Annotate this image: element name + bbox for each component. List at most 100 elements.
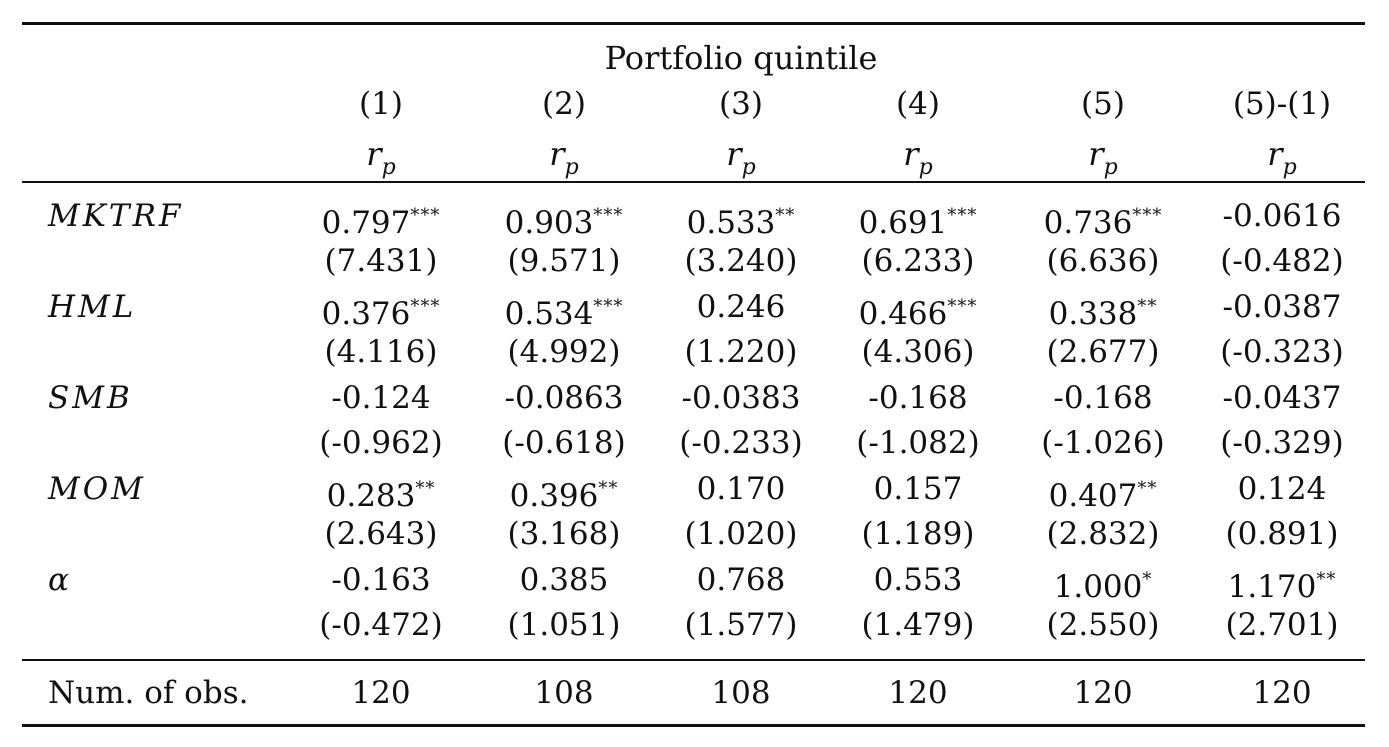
column-label: (4) — [896, 86, 940, 122]
coefficient-cell: 0.338** — [1049, 289, 1158, 332]
tstat-cell: (2.701) — [1225, 607, 1339, 643]
tstat-cell: (2.677) — [1046, 334, 1160, 370]
coefficient-value: 0.170 — [696, 471, 786, 507]
tstat-cell: (1.020) — [684, 516, 798, 552]
significance-stars: *** — [593, 205, 624, 226]
variable-symbol: r — [1267, 135, 1283, 173]
coefficient-value: -0.168 — [868, 380, 968, 416]
row-label: SMB — [48, 380, 133, 416]
tstat-cell: (-0.472) — [319, 607, 443, 643]
observation-count: 108 — [711, 675, 771, 711]
coefficient-cell: -0.0437 — [1223, 380, 1342, 416]
coefficient-cell: 0.283** — [327, 471, 436, 514]
column-label: (5) — [1081, 86, 1125, 122]
coefficient-value: 0.407 — [1048, 478, 1138, 514]
significance-stars: *** — [947, 205, 978, 226]
coefficient-value: -0.163 — [331, 562, 431, 598]
column-label: (1) — [359, 86, 403, 122]
row-label: α — [48, 562, 72, 598]
coefficient-cell: -0.168 — [868, 380, 967, 416]
bottom-rule — [22, 724, 1365, 727]
coefficient-cell: 0.246 — [697, 289, 786, 325]
variable-subscript: p — [1103, 155, 1118, 180]
tstat-cell: (1.051) — [507, 607, 621, 643]
column-variable: rp — [549, 136, 578, 186]
column-label: (2) — [542, 86, 586, 122]
coefficient-cell: -0.163 — [331, 562, 430, 598]
tstat-cell: (4.992) — [507, 334, 621, 370]
tstat-cell: (-1.082) — [856, 425, 980, 461]
coefficient-cell: 0.533** — [687, 198, 796, 241]
coefficient-value: 0.396 — [509, 478, 599, 514]
top-rule — [22, 22, 1365, 25]
coefficient-value: 0.903 — [504, 205, 594, 241]
coefficient-cell: -0.0863 — [505, 380, 624, 416]
coefficient-cell: -0.0387 — [1223, 289, 1342, 325]
coefficient-cell: 0.376*** — [322, 289, 441, 332]
tstat-cell: (-0.482) — [1220, 243, 1344, 279]
tstat-cell: (1.577) — [684, 607, 798, 643]
variable-subscript: p — [741, 155, 756, 180]
tstat-cell: (1.220) — [684, 334, 798, 370]
coefficient-cell: 0.124 — [1238, 471, 1327, 507]
variable-symbol: r — [549, 135, 565, 173]
coefficient-value: 1.170 — [1227, 569, 1317, 605]
tstat-cell: (1.479) — [861, 607, 975, 643]
tstat-cell: (6.233) — [861, 243, 975, 279]
significance-stars: *** — [410, 205, 441, 226]
header-rule — [22, 181, 1365, 183]
significance-stars: ** — [775, 205, 796, 226]
coefficient-cell: 0.534*** — [505, 289, 624, 332]
observation-count: 120 — [1252, 675, 1312, 711]
significance-stars: ** — [1316, 569, 1337, 590]
coefficient-value: 0.534 — [504, 296, 594, 332]
coefficient-cell: 0.736*** — [1044, 198, 1163, 241]
tstat-cell: (-0.618) — [502, 425, 626, 461]
coefficient-value: -0.0387 — [1222, 289, 1342, 325]
significance-stars: ** — [1137, 296, 1158, 317]
observation-count: 120 — [351, 675, 411, 711]
coefficient-cell: 0.396** — [510, 471, 619, 514]
significance-stars: ** — [415, 478, 436, 499]
significance-stars: *** — [1132, 205, 1163, 226]
coefficient-cell: 0.553 — [874, 562, 963, 598]
coefficient-cell: -0.168 — [1053, 380, 1152, 416]
tstat-cell: (-0.962) — [319, 425, 443, 461]
variable-subscript: p — [564, 155, 579, 180]
column-variable: rp — [1267, 136, 1296, 186]
tstat-cell: (7.431) — [324, 243, 438, 279]
column-variable: rp — [903, 136, 932, 186]
significance-stars: *** — [410, 296, 441, 317]
coefficient-cell: 0.797*** — [322, 198, 441, 241]
tstat-cell: (-0.323) — [1220, 334, 1344, 370]
coefficient-value: 0.283 — [326, 478, 416, 514]
variable-symbol: r — [1088, 135, 1104, 173]
coefficient-cell: -0.124 — [331, 380, 430, 416]
coefficient-cell: 0.903*** — [505, 198, 624, 241]
coefficient-value: 0.768 — [696, 562, 786, 598]
coefficient-value: -0.0383 — [681, 380, 801, 416]
tstat-cell: (-0.329) — [1220, 425, 1344, 461]
tstat-cell: (-0.233) — [679, 425, 803, 461]
tstat-cell: (2.550) — [1046, 607, 1160, 643]
variable-subscript: p — [381, 155, 396, 180]
variable-symbol: r — [903, 135, 919, 173]
coefficient-value: 0.736 — [1043, 205, 1133, 241]
footer-label: Num. of obs. — [48, 675, 249, 711]
significance-stars: ** — [1137, 478, 1158, 499]
tstat-cell: (3.168) — [507, 516, 621, 552]
coefficient-value: 0.797 — [321, 205, 411, 241]
tstat-cell: (6.636) — [1046, 243, 1160, 279]
tstat-cell: (4.306) — [861, 334, 975, 370]
tstat-cell: (4.116) — [324, 334, 438, 370]
tstat-cell: (-1.026) — [1041, 425, 1165, 461]
coefficient-cell: 0.170 — [697, 471, 786, 507]
coefficient-value: -0.124 — [331, 380, 431, 416]
coefficient-value: 0.691 — [858, 205, 948, 241]
tstat-cell: (2.643) — [324, 516, 438, 552]
significance-stars: *** — [593, 296, 624, 317]
row-label: HML — [48, 289, 137, 325]
significance-stars: * — [1142, 569, 1153, 590]
coefficient-cell: 0.768 — [697, 562, 786, 598]
variable-symbol: r — [366, 135, 382, 173]
